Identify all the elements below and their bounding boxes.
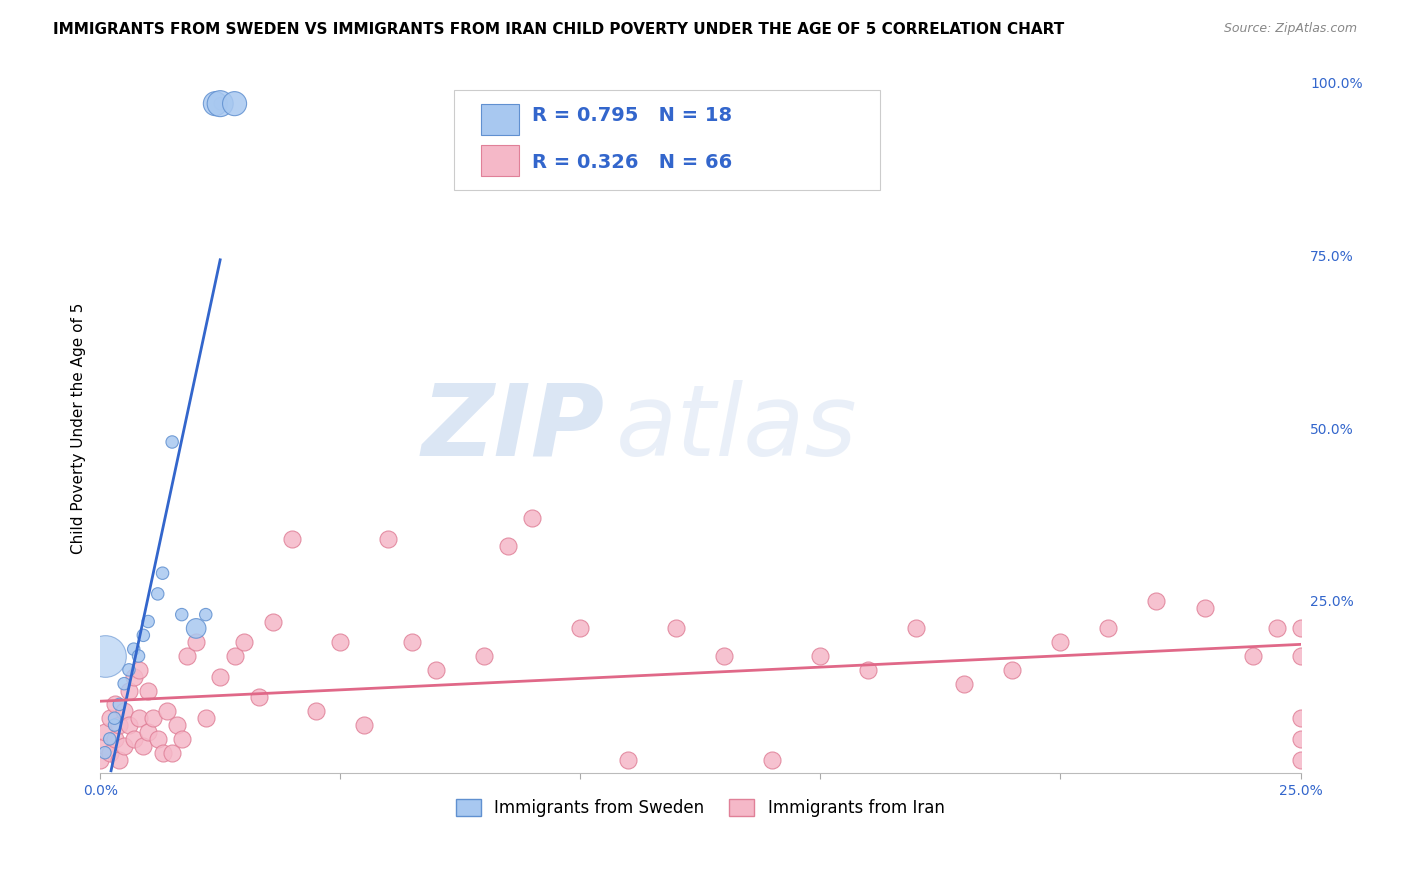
- Text: IMMIGRANTS FROM SWEDEN VS IMMIGRANTS FROM IRAN CHILD POVERTY UNDER THE AGE OF 5 : IMMIGRANTS FROM SWEDEN VS IMMIGRANTS FRO…: [53, 22, 1064, 37]
- Point: [128, 648, 150, 663]
- Point: [353, 718, 375, 732]
- Point: [89, 753, 111, 767]
- Point: [186, 622, 208, 636]
- Point: [132, 739, 155, 753]
- Point: [122, 731, 145, 746]
- Point: [108, 753, 131, 767]
- Text: atlas: atlas: [616, 380, 858, 476]
- Point: [112, 739, 135, 753]
- Point: [146, 731, 169, 746]
- Point: [122, 642, 145, 657]
- Point: [176, 648, 198, 663]
- Point: [98, 731, 121, 746]
- Point: [118, 683, 141, 698]
- Point: [103, 698, 125, 712]
- Text: R = 0.795   N = 18: R = 0.795 N = 18: [533, 106, 733, 125]
- Point: [905, 622, 928, 636]
- Point: [472, 648, 495, 663]
- Point: [305, 704, 328, 718]
- Point: [1289, 753, 1312, 767]
- Point: [146, 587, 169, 601]
- Point: [166, 718, 188, 732]
- Point: [108, 698, 131, 712]
- Point: [1265, 622, 1288, 636]
- Point: [142, 711, 165, 725]
- Point: [1289, 711, 1312, 725]
- Point: [1241, 648, 1264, 663]
- Point: [858, 663, 880, 677]
- Text: Source: ZipAtlas.com: Source: ZipAtlas.com: [1223, 22, 1357, 36]
- Point: [186, 635, 208, 649]
- Point: [160, 435, 183, 450]
- Point: [103, 711, 125, 725]
- Point: [209, 670, 232, 684]
- Text: ZIP: ZIP: [422, 380, 605, 476]
- Point: [103, 731, 125, 746]
- Point: [329, 635, 352, 649]
- Point: [262, 615, 284, 629]
- Point: [152, 566, 174, 581]
- Point: [156, 704, 179, 718]
- Point: [204, 96, 226, 111]
- Point: [118, 663, 141, 677]
- Point: [377, 532, 399, 546]
- Point: [136, 725, 159, 739]
- Text: R = 0.326   N = 66: R = 0.326 N = 66: [533, 153, 733, 171]
- Point: [94, 739, 117, 753]
- Point: [170, 731, 193, 746]
- Point: [522, 511, 544, 525]
- FancyBboxPatch shape: [481, 103, 519, 135]
- Point: [122, 670, 145, 684]
- Point: [233, 635, 256, 649]
- Point: [152, 746, 174, 760]
- Point: [1289, 648, 1312, 663]
- Point: [98, 746, 121, 760]
- Point: [128, 663, 150, 677]
- Point: [1289, 731, 1312, 746]
- Y-axis label: Child Poverty Under the Age of 5: Child Poverty Under the Age of 5: [72, 302, 86, 554]
- Point: [1097, 622, 1119, 636]
- Point: [194, 711, 217, 725]
- Point: [1146, 594, 1168, 608]
- Point: [665, 622, 688, 636]
- Point: [128, 711, 150, 725]
- Point: [281, 532, 304, 546]
- Point: [569, 622, 592, 636]
- Point: [1289, 622, 1312, 636]
- Point: [132, 628, 155, 642]
- Point: [94, 725, 117, 739]
- Point: [425, 663, 447, 677]
- Point: [713, 648, 735, 663]
- Point: [247, 690, 270, 705]
- Point: [170, 607, 193, 622]
- Point: [224, 648, 246, 663]
- Point: [118, 718, 141, 732]
- Point: [103, 718, 125, 732]
- Point: [98, 711, 121, 725]
- FancyBboxPatch shape: [454, 90, 880, 190]
- Point: [496, 539, 519, 553]
- Point: [160, 746, 183, 760]
- Point: [112, 676, 135, 690]
- Point: [112, 704, 135, 718]
- Point: [209, 96, 232, 111]
- Point: [1049, 635, 1071, 649]
- Point: [194, 607, 217, 622]
- Point: [808, 648, 831, 663]
- Point: [209, 96, 232, 111]
- Point: [224, 96, 246, 111]
- Point: [136, 615, 159, 629]
- Point: [94, 746, 117, 760]
- Point: [108, 718, 131, 732]
- Point: [761, 753, 783, 767]
- Point: [401, 635, 423, 649]
- Point: [617, 753, 640, 767]
- Point: [1194, 600, 1216, 615]
- Point: [1001, 663, 1024, 677]
- FancyBboxPatch shape: [481, 145, 519, 176]
- Point: [136, 683, 159, 698]
- Legend: Immigrants from Sweden, Immigrants from Iran: Immigrants from Sweden, Immigrants from …: [450, 792, 952, 824]
- Point: [953, 676, 976, 690]
- Point: [94, 648, 117, 663]
